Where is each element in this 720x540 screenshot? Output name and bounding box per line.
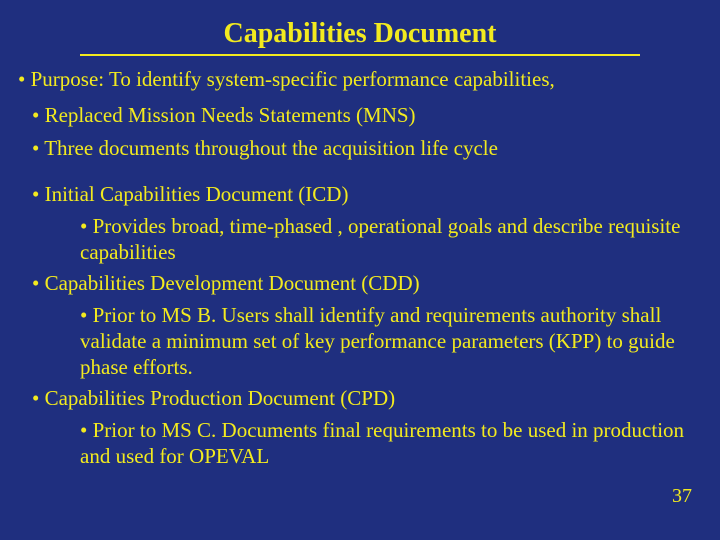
bullet-icd-sub: Provides broad, time-phased , operationa… [80,213,702,266]
bullet-cdd: Capabilities Development Document (CDD) [32,270,702,296]
slide-content: Purpose: To identify system-specific per… [0,66,720,469]
bullet-three-docs: Three documents throughout the acquisiti… [32,135,702,161]
bullet-cpd-sub: Prior to MS C. Documents final requireme… [80,417,702,470]
bullet-replaced: Replaced Mission Needs Statements (MNS) [32,102,702,128]
bullet-icd: Initial Capabilities Document (ICD) [32,181,702,207]
page-number: 37 [672,485,692,508]
bullet-purpose: Purpose: To identify system-specific per… [18,66,702,92]
slide-title: Capabilities Document [0,0,720,54]
spacer [18,167,702,177]
slide: Capabilities Document Purpose: To identi… [0,0,720,540]
title-underline [80,54,640,56]
bullet-cpd: Capabilities Production Document (CPD) [32,385,702,411]
bullet-cdd-sub: Prior to MS B. Users shall identify and … [80,302,702,381]
